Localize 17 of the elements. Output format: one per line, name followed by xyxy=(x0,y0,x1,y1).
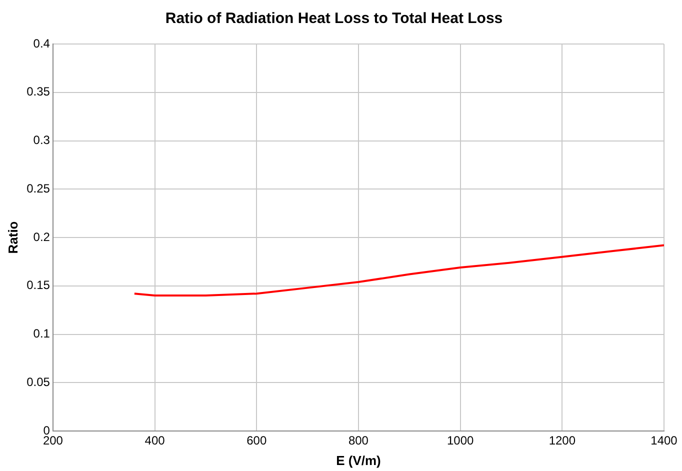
x-axis-title: E (V/m) xyxy=(336,452,381,468)
y-tick-label: 0.05 xyxy=(26,374,50,389)
y-tick-label: 0.3 xyxy=(33,133,50,148)
y-tick-label: 0.2 xyxy=(33,230,50,244)
y-tick-label: 0.35 xyxy=(26,84,50,99)
x-tick-label: 800 xyxy=(348,434,369,448)
y-tick-label: 0.4 xyxy=(33,36,50,50)
x-tick-label: 1400 xyxy=(650,434,678,448)
x-tick-label: 400 xyxy=(144,434,166,448)
y-tick-label: 0.25 xyxy=(26,181,50,196)
y-axis-title: Ratio xyxy=(5,221,20,254)
chart-title: Ratio of Radiation Heat Loss to Total Heat Loss xyxy=(165,10,503,28)
x-tick-label: 1200 xyxy=(548,434,576,448)
x-tick-label: 600 xyxy=(246,434,267,448)
x-tick-label: 1000 xyxy=(446,434,474,448)
y-tick-label: 0.15 xyxy=(26,278,50,292)
y-tick-label: 0.1 xyxy=(33,326,50,341)
